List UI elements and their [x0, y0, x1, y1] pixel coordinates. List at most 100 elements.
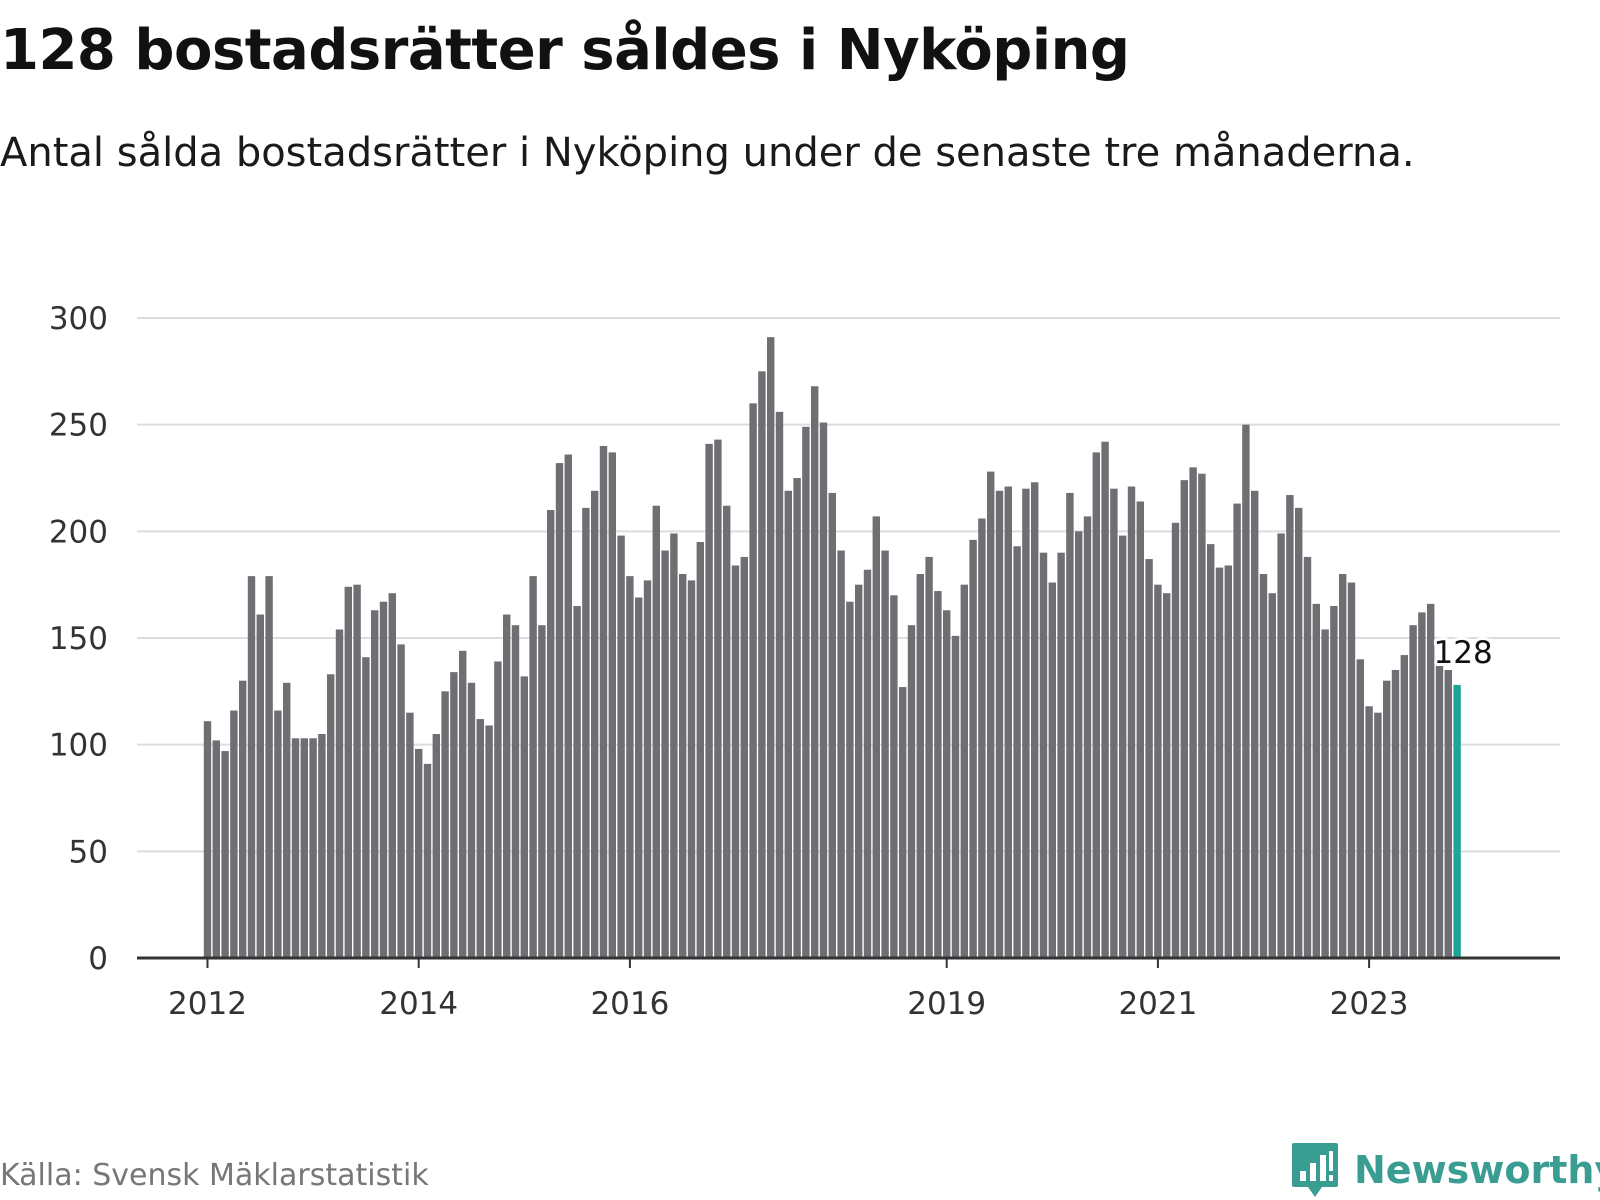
bar — [740, 556, 748, 958]
bar — [327, 674, 335, 958]
bar — [661, 550, 669, 958]
bar — [415, 748, 423, 958]
bar — [1171, 522, 1180, 958]
y-tick-label: 300 — [49, 301, 108, 337]
axes — [137, 956, 1560, 968]
bar — [1303, 556, 1312, 958]
bar — [520, 676, 528, 958]
bar — [432, 734, 440, 958]
bar — [485, 725, 493, 958]
bar — [978, 518, 986, 958]
bar — [969, 539, 977, 958]
source-note: Källa: Svensk Mäklarstatistik — [0, 1158, 429, 1193]
bar — [1251, 490, 1259, 958]
bar — [1295, 507, 1303, 958]
bar — [855, 584, 863, 958]
y-tick-label: 0 — [88, 941, 108, 977]
bar — [758, 371, 766, 959]
bar — [943, 610, 951, 958]
bar — [1180, 480, 1188, 958]
bar — [582, 507, 590, 958]
bar — [626, 576, 634, 958]
bar — [1259, 574, 1268, 958]
bar — [450, 672, 458, 958]
x-tick-label: 2016 — [590, 986, 669, 1022]
bar — [1110, 488, 1118, 958]
x-tick-label: 2012 — [168, 986, 247, 1022]
bar — [995, 490, 1004, 958]
bar — [1075, 531, 1083, 958]
bar — [1057, 552, 1065, 958]
bar — [1374, 712, 1382, 958]
bar — [819, 422, 828, 958]
x-tick-label: 2021 — [1118, 986, 1197, 1022]
bar — [1039, 552, 1048, 958]
bar — [1435, 663, 1444, 958]
bar — [274, 710, 282, 958]
bar — [1427, 603, 1435, 958]
bar — [1004, 486, 1012, 958]
bar — [1119, 535, 1127, 958]
bar-highlight — [1453, 684, 1461, 958]
bar — [837, 550, 845, 958]
bar-chart: 0 50 100 150 200 250 300 2012 2014 2016 2019 2021 20… — [49, 301, 1560, 1022]
bar — [1136, 501, 1144, 958]
bar — [1207, 544, 1215, 958]
bar — [881, 550, 889, 958]
bar — [617, 535, 625, 958]
bar — [1198, 473, 1206, 958]
bar — [406, 712, 414, 958]
bar — [1031, 482, 1039, 958]
bar — [1092, 452, 1100, 958]
bar — [1022, 488, 1030, 958]
bar — [802, 426, 810, 958]
bar — [714, 439, 722, 959]
bar — [670, 533, 678, 958]
bar — [353, 584, 361, 958]
bar — [503, 614, 511, 958]
bar — [1330, 606, 1338, 958]
bar — [573, 606, 581, 958]
bar — [212, 740, 220, 958]
bar — [1224, 565, 1232, 958]
bar — [1400, 655, 1408, 958]
bar — [1163, 593, 1171, 958]
bar — [749, 403, 757, 959]
chart-title: 128 bostadsrätter såldes i Nyköping — [0, 18, 1130, 83]
bar — [388, 593, 396, 958]
bar — [362, 657, 370, 958]
bar — [1418, 612, 1426, 958]
x-tick-label: 2019 — [907, 986, 986, 1022]
bar — [230, 710, 238, 958]
bar — [300, 738, 308, 958]
highlight-value-label: 128 — [1434, 635, 1493, 671]
bar — [1286, 495, 1294, 958]
bar — [371, 610, 379, 958]
bar — [916, 574, 924, 958]
brand-logo: Newsworthy — [1290, 1140, 1600, 1200]
bar — [1083, 516, 1092, 958]
bar — [608, 452, 616, 958]
bar — [1154, 584, 1162, 958]
bar — [679, 574, 687, 958]
bar — [863, 569, 872, 958]
bar — [441, 691, 449, 958]
bar — [1013, 546, 1021, 958]
bar — [767, 337, 775, 958]
bar — [379, 601, 388, 958]
bar — [1268, 593, 1276, 958]
bar — [247, 576, 256, 958]
bar — [1048, 582, 1056, 958]
bar — [397, 644, 405, 958]
bar — [811, 386, 819, 958]
bar — [934, 591, 942, 958]
bar — [1356, 659, 1364, 958]
bar — [784, 490, 792, 958]
bar — [476, 719, 484, 958]
newsworthy-logo-icon — [1292, 1143, 1338, 1197]
bar — [221, 751, 229, 958]
bar — [1312, 603, 1320, 958]
bar — [1391, 670, 1400, 958]
bar — [705, 443, 713, 958]
bar — [793, 478, 801, 958]
